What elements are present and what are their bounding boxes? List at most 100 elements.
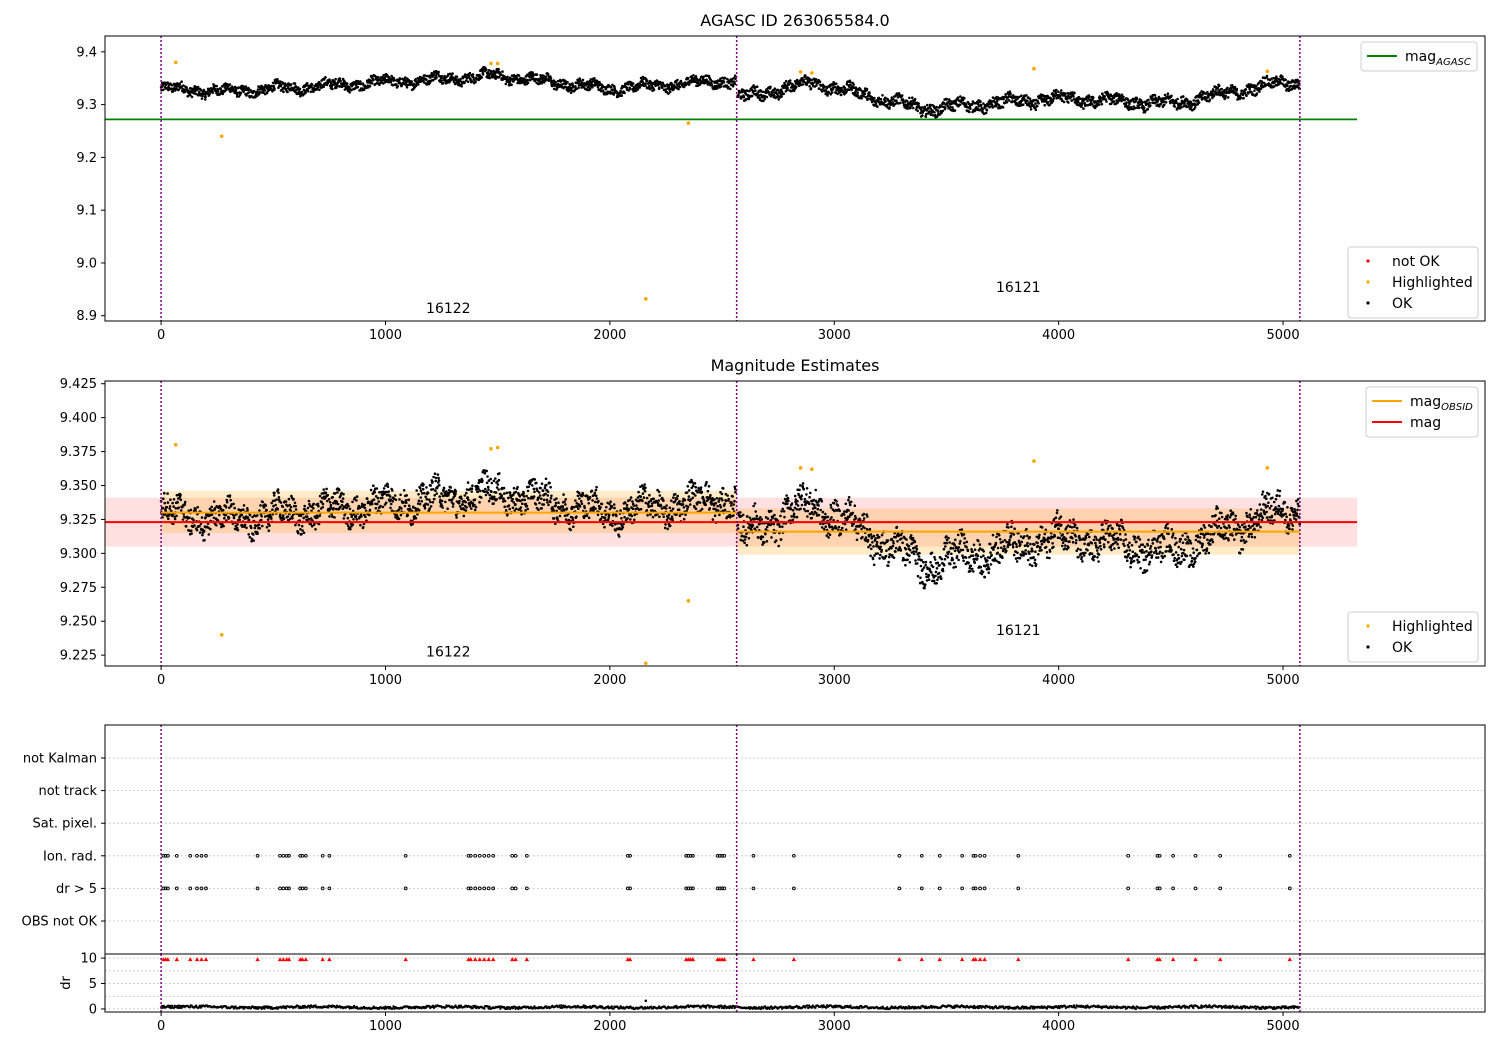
agasc-ok-point [460,85,463,88]
agasc-ok-point [916,109,919,113]
estimates-ok-point [722,487,725,490]
agasc-ok-point [782,92,785,96]
agasc-ok-point [1128,102,1131,106]
estimates-ok-point [571,516,574,519]
agasc-ok-point [1005,100,1009,104]
estimates-ok-point [781,507,784,511]
agasc-ok-point [1080,102,1084,105]
agasc-ok-point [471,73,475,76]
estimates-ok-point [227,516,231,519]
estimates-ok-point [780,510,783,513]
agasc-ok-point [279,80,282,83]
agasc-ok-point [784,79,788,83]
agasc-ok-point [359,80,362,83]
agasc-ok-point [1192,99,1195,102]
estimates-ok-point [437,476,440,480]
agasc-ok-point [257,93,261,96]
agasc-ok-point [900,94,904,97]
estimates-ok-point [714,502,718,505]
agasc-ok-point [1173,105,1176,108]
estimates-ok-point [327,498,331,501]
agasc-ok-point [1241,93,1245,96]
estimates-ok-point [745,543,749,547]
estimates-ok-point [264,504,268,507]
agasc-ok-point [1034,108,1038,112]
agasc-ok-point [204,95,207,99]
estimates-ok-point [394,498,398,502]
agasc-highlighted-point [686,121,691,125]
estimates-ok-point [564,518,568,521]
agasc-ok-point [1170,94,1173,98]
estimates-ok-point [581,493,585,497]
agasc-ok-point [504,82,508,86]
estimates-ok-point [292,497,295,501]
estimates-ok-point [355,518,359,521]
estimates-ok-point [224,506,228,509]
agasc-ok-point [437,70,440,74]
estimates-ok-point [296,531,300,535]
agasc-ok-point [276,78,279,81]
estimates-ok-point [490,490,493,494]
estimates-ok-point [503,492,506,495]
estimates-ok-point [399,513,403,517]
estimates-ok-point [166,492,169,495]
estimates-ok-point [435,492,439,495]
estimates-ok-point [458,505,462,508]
agasc-ok-point [747,97,751,101]
estimates-ok-point [181,518,185,521]
estimates-ok-point [209,527,212,531]
agasc-ok-point [906,107,909,110]
agasc-ok-point [1224,94,1227,98]
agasc-ok-point [984,111,988,115]
estimates-ok-point [194,508,197,512]
estimates-ok-point [335,507,338,511]
agasc-ok-point [216,88,220,91]
agasc-ok-point [763,97,766,101]
estimates-ok-point [360,515,363,518]
agasc-ok-point [410,80,414,83]
agasc-ok-point [302,93,305,96]
agasc-ok-point [282,90,285,94]
estimates-ok-point [623,515,626,519]
agasc-x-tick-label: 0 [157,328,165,343]
estimates-ok-point [476,490,480,494]
estimates-ok-point [201,533,204,537]
estimates-ok-point [676,494,679,498]
estimates-ok-point [565,507,569,510]
agasc-ok-point [280,83,283,86]
estimates-ok-point [232,502,235,506]
agasc-ok-point [294,85,298,89]
estimates-ok-point [494,477,497,480]
estimates-ok-point [678,514,682,517]
estimates-ok-point [503,505,507,509]
agasc-ok-point [623,91,626,95]
agasc-ok-point [1244,88,1248,91]
estimates-ok-point [502,497,505,501]
estimates-ok-point [664,523,667,526]
estimates-ok-point [580,502,584,506]
estimates-ok-point [756,536,760,539]
agasc-ok-point [271,81,275,85]
agasc-ok-point [316,85,320,89]
estimates-ok-point [748,516,752,520]
agasc-ok-point [1035,104,1039,108]
agasc-ok-point [645,79,649,82]
estimates-ok-point [732,503,735,506]
agasc-ok-point [396,84,400,88]
agasc-y-tick-label: 8.9 [76,309,97,324]
agasc-ok-point [463,81,466,85]
estimates-ok-point [747,537,751,540]
estimates-ok-point [166,501,170,504]
estimates-ok-point [731,507,735,511]
agasc-ok-point [860,97,863,100]
estimates-ok-point [302,516,305,520]
agasc-ok-point [627,83,630,86]
estimates-ok-point [572,525,575,528]
agasc-ok-point [733,82,737,86]
agasc-ok-point [1052,97,1055,100]
estimates-ok-point [461,503,465,506]
agasc-ok-point [1062,100,1066,104]
estimates-ok-point [417,499,421,503]
estimates-ok-point [694,494,697,497]
estimates-ok-point [555,497,558,500]
